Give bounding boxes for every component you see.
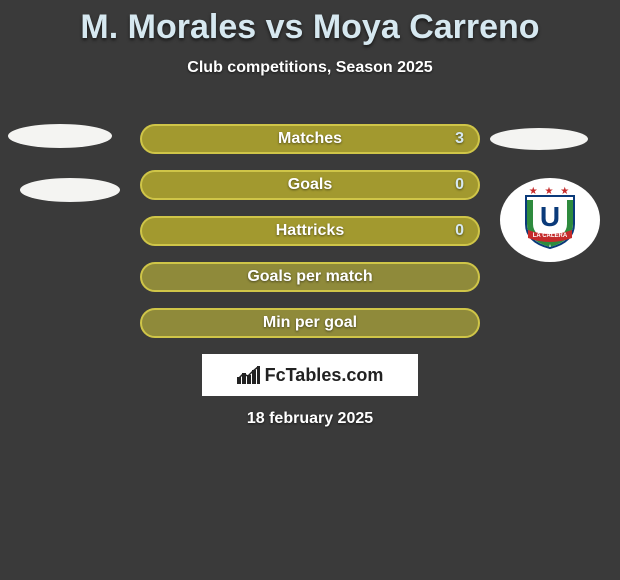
player-left-ellipse-1	[8, 124, 112, 148]
player-left-ellipse-2	[20, 178, 120, 202]
shield-icon: U LA CALERA	[522, 190, 578, 250]
stat-bars: Matches 3 Goals 0 Hattricks 0 Goals per …	[140, 124, 480, 354]
stat-bar-min-per-goal: Min per goal	[140, 308, 480, 338]
page-title: M. Morales vs Moya Carreno	[0, 0, 620, 47]
stat-label: Min per goal	[263, 314, 357, 332]
stat-bar-matches: Matches 3	[140, 124, 480, 154]
fctables-text: FcTables.com	[265, 365, 384, 386]
date-label: 18 february 2025	[0, 410, 620, 428]
fctables-watermark: FcTables.com	[202, 354, 418, 396]
title-text: M. Morales vs Moya Carreno	[80, 8, 539, 46]
badge-shield: ★ ★ ★ U LA CALERA	[522, 190, 578, 250]
stat-label: Matches	[278, 130, 342, 148]
stat-value: 0	[455, 176, 464, 194]
player-right-ellipse-1	[490, 128, 588, 150]
stat-bar-goals: Goals 0	[140, 170, 480, 200]
stat-value: 3	[455, 130, 464, 148]
stat-bar-hattricks: Hattricks 0	[140, 216, 480, 246]
date-text: 18 february 2025	[247, 410, 373, 427]
club-badge: ★ ★ ★ U LA CALERA	[500, 178, 600, 262]
stat-bar-goals-per-match: Goals per match	[140, 262, 480, 292]
subtitle: Club competitions, Season 2025	[0, 59, 620, 77]
subtitle-text: Club competitions, Season 2025	[187, 59, 432, 76]
badge-stars: ★ ★ ★	[522, 186, 578, 197]
badge-ribbon-text: LA CALERA	[533, 233, 568, 239]
stat-label: Goals per match	[247, 268, 372, 286]
badge-letter: U	[540, 201, 560, 232]
stat-value: 0	[455, 222, 464, 240]
bar-chart-icon	[237, 366, 259, 384]
stat-label: Goals	[288, 176, 332, 194]
stat-label: Hattricks	[276, 222, 344, 240]
